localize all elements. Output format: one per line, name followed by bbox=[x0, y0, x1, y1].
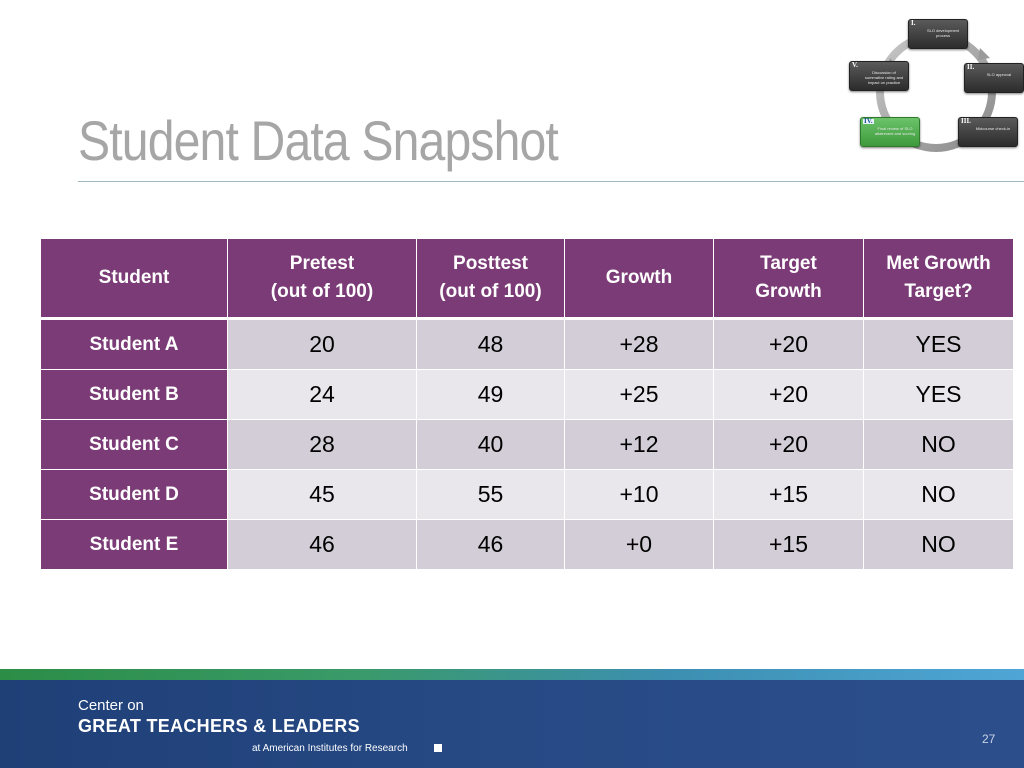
target-cell: +20 bbox=[713, 419, 864, 470]
target-cell: +15 bbox=[713, 519, 864, 570]
footer-color-stripe bbox=[0, 669, 1024, 680]
cycle-stage-2: II. SLO approval bbox=[964, 63, 1024, 93]
header-met-target: Met Growth Target? bbox=[863, 238, 1014, 319]
slide-title: Student Data Snapshot bbox=[78, 109, 559, 172]
slo-cycle-diagram: I. SLO development process II. SLO appro… bbox=[840, 14, 1024, 154]
posttest-cell: 40 bbox=[416, 419, 565, 470]
footer-line-center-on: Center on bbox=[78, 697, 144, 714]
header-growth: Growth bbox=[564, 238, 714, 319]
logo-square-icon bbox=[434, 744, 442, 752]
student-name: Student B bbox=[40, 369, 228, 420]
footer-org-name: GREAT TEACHERS & LEADERS bbox=[78, 716, 360, 736]
posttest-cell: 49 bbox=[416, 369, 565, 420]
stage-label: Discussion of summative rating and impac… bbox=[864, 70, 904, 85]
page-number: 27 bbox=[982, 732, 996, 746]
student-name: Student E bbox=[40, 519, 228, 570]
stage-label: Final review of SLO attainment and scori… bbox=[874, 126, 916, 136]
footer-bar bbox=[0, 680, 1024, 768]
table-row: Student D 45 55 +10 +15 NO bbox=[40, 469, 1014, 520]
student-name: Student A bbox=[40, 317, 228, 370]
posttest-cell: 46 bbox=[416, 519, 565, 570]
stage-label: SLO development process bbox=[926, 28, 960, 38]
table-row: Student B 24 49 +25 +20 YES bbox=[40, 369, 1014, 420]
posttest-cell: 48 bbox=[416, 317, 565, 370]
stage-number: V. bbox=[852, 61, 858, 69]
target-cell: +15 bbox=[713, 469, 864, 520]
student-name: Student D bbox=[40, 469, 228, 520]
growth-cell: +0 bbox=[564, 519, 714, 570]
cycle-stage-4: IV. Final review of SLO attainment and s… bbox=[860, 117, 920, 147]
met-target-cell: YES bbox=[863, 317, 1014, 370]
pretest-cell: 24 bbox=[227, 369, 417, 420]
cycle-stage-5: V. Discussion of summative rating and im… bbox=[849, 61, 909, 91]
pretest-cell: 28 bbox=[227, 419, 417, 470]
header-target-growth: Target Growth bbox=[713, 238, 864, 319]
table-row: Student C 28 40 +12 +20 NO bbox=[40, 419, 1014, 470]
cycle-stage-3: III. Midcourse check-in bbox=[958, 117, 1018, 147]
stage-label: Midcourse check-in bbox=[975, 126, 1011, 131]
stage-number: I. bbox=[911, 19, 916, 27]
growth-cell: +12 bbox=[564, 419, 714, 470]
met-target-cell: NO bbox=[863, 519, 1014, 570]
table-row: Student E 46 46 +0 +15 NO bbox=[40, 519, 1014, 570]
header-pretest: Pretest (out of 100) bbox=[227, 238, 417, 319]
pretest-cell: 20 bbox=[227, 317, 417, 370]
header-student: Student bbox=[40, 238, 228, 319]
target-cell: +20 bbox=[713, 317, 864, 370]
pretest-cell: 46 bbox=[227, 519, 417, 570]
table-header-row: Student Pretest (out of 100) Posttest (out… bbox=[40, 238, 1014, 319]
student-data-table: Student Pretest (out of 100) Posttest (out… bbox=[40, 238, 1014, 570]
growth-cell: +25 bbox=[564, 369, 714, 420]
target-cell: +20 bbox=[713, 369, 864, 420]
stage-label: SLO approval bbox=[986, 72, 1012, 77]
met-target-cell: NO bbox=[863, 469, 1014, 520]
met-target-cell: NO bbox=[863, 419, 1014, 470]
growth-cell: +28 bbox=[564, 317, 714, 370]
posttest-cell: 55 bbox=[416, 469, 565, 520]
met-target-cell: YES bbox=[863, 369, 1014, 420]
growth-cell: +10 bbox=[564, 469, 714, 520]
title-divider bbox=[78, 181, 1024, 182]
stage-number: III. bbox=[961, 117, 971, 125]
stage-number: II. bbox=[967, 63, 975, 71]
table-row: Student A 20 48 +28 +20 YES bbox=[40, 317, 1014, 370]
cycle-stage-1: I. SLO development process bbox=[908, 19, 968, 49]
pretest-cell: 45 bbox=[227, 469, 417, 520]
header-posttest: Posttest (out of 100) bbox=[416, 238, 565, 319]
stage-number: IV. bbox=[863, 117, 874, 125]
student-name: Student C bbox=[40, 419, 228, 470]
footer-affiliation: at American Institutes for Research bbox=[252, 743, 408, 754]
